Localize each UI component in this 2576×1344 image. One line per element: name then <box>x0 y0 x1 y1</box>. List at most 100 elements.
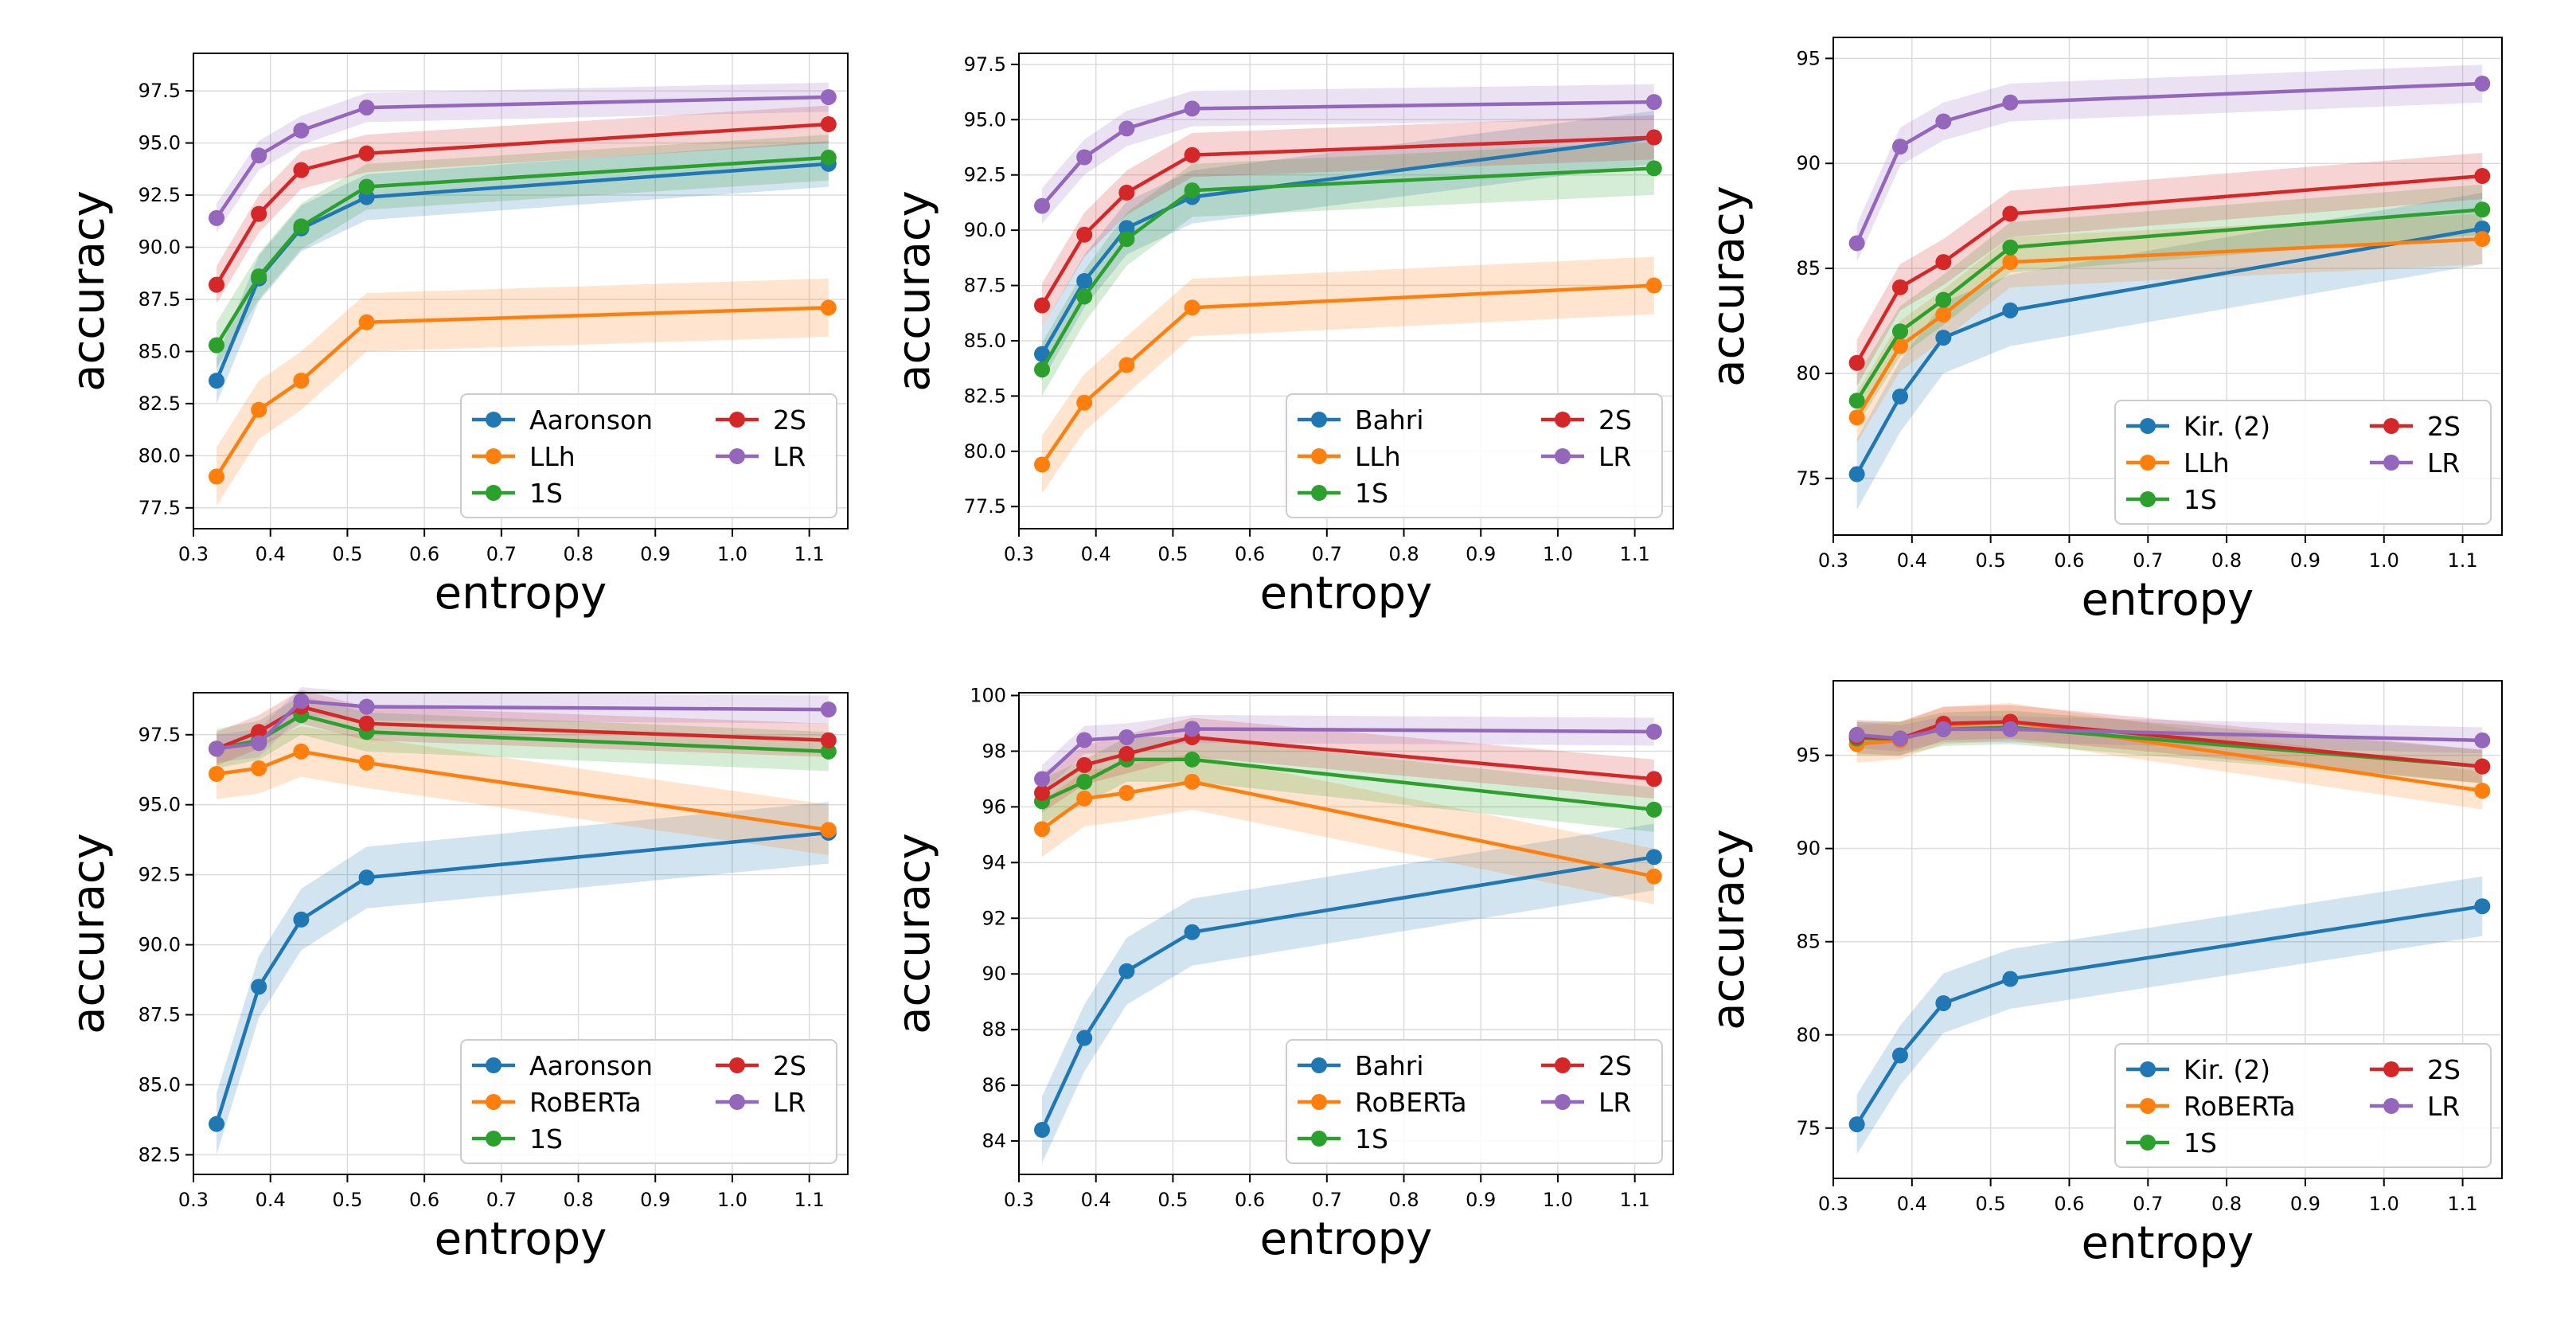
data-point <box>1184 773 1200 790</box>
y-tick-label: 85.0 <box>964 330 1006 352</box>
data-point <box>358 715 375 732</box>
data-point <box>251 205 267 222</box>
legend-marker <box>2383 418 2399 434</box>
x-tick-label: 1.1 <box>794 543 825 565</box>
y-tick-label: 77.5 <box>139 497 181 519</box>
data-point <box>1034 361 1051 378</box>
data-point <box>1034 784 1051 801</box>
x-tick-label: 0.8 <box>2211 549 2242 572</box>
x-tick-label: 0.5 <box>1157 1189 1188 1211</box>
y-tick-label: 87.5 <box>139 288 181 311</box>
data-point <box>251 147 267 164</box>
data-point <box>251 760 267 776</box>
y-tick-label: 84 <box>982 1130 1006 1152</box>
data-point <box>1935 291 1952 308</box>
legend-label: RoBERTa <box>1355 1087 1467 1118</box>
data-point <box>2002 721 2019 737</box>
y-tick-label: 90 <box>982 963 1006 985</box>
y-tick-label: 100 <box>970 684 1006 706</box>
data-point <box>1076 226 1093 243</box>
x-tick-label: 0.7 <box>2133 1193 2163 1215</box>
x-axis-label: entropy <box>2082 1217 2254 1269</box>
x-tick-label: 0.9 <box>640 1189 670 1211</box>
chart-panel-3: 0.3 0.4 0.5 0.6 0.7 0.8 0.9 1.0 1.1 75 80 85 90 95 ent… <box>1703 37 2503 626</box>
data-point <box>1118 745 1135 762</box>
data-point <box>1935 113 1952 130</box>
legend-label: Aaronson <box>529 1050 653 1081</box>
data-point <box>2474 898 2491 915</box>
x-tick-label: 1.0 <box>717 1189 747 1211</box>
data-point <box>1118 231 1135 248</box>
y-tick-label: 85 <box>1796 257 1821 279</box>
y-tick-label: 82.5 <box>139 393 181 415</box>
data-point <box>1118 120 1135 137</box>
data-point <box>1645 94 1662 111</box>
x-tick-label: 1.1 <box>1620 1189 1650 1211</box>
y-tick-label: 75 <box>1796 467 1821 490</box>
confidence-band <box>1042 142 1654 397</box>
legend-marker <box>2140 491 2156 507</box>
data-point <box>251 724 267 740</box>
legend-label: 2S <box>1598 1050 1632 1081</box>
legend-marker <box>2383 1061 2399 1077</box>
x-tick-label: 0.7 <box>486 543 517 565</box>
legend-label: LR <box>773 441 806 472</box>
legend-label: 1S <box>1355 478 1388 509</box>
data-point <box>1118 963 1135 979</box>
y-tick-label: 95 <box>1796 744 1821 767</box>
y-tick-label: 80.0 <box>139 444 181 467</box>
x-tick-label: 0.7 <box>2133 549 2163 572</box>
data-point <box>293 693 310 709</box>
legend-label: 2S <box>1598 404 1632 436</box>
legend-marker <box>486 1094 502 1110</box>
legend-label: LLh <box>529 441 576 472</box>
data-point <box>1076 149 1093 166</box>
legend-label: LR <box>2427 447 2460 479</box>
data-point <box>358 754 375 771</box>
confidence-band <box>217 82 829 233</box>
confidence-band <box>217 278 829 506</box>
legend-marker <box>486 485 502 501</box>
chart-panel-1: 0.3 0.4 0.5 0.6 0.7 0.8 0.9 1.0 1.1 77.5 80.0 82.5 8… <box>63 53 849 619</box>
legend-label: RoBERTa <box>2184 1091 2296 1122</box>
data-point <box>358 314 375 330</box>
legend-marker <box>2383 1098 2399 1114</box>
legend-marker <box>486 448 502 464</box>
data-point <box>358 178 375 195</box>
legend-marker <box>1311 1131 1327 1147</box>
data-point <box>1848 726 1865 743</box>
x-tick-label: 0.6 <box>1235 1189 1265 1211</box>
legend-label: Bahri <box>1355 404 1424 436</box>
data-point <box>251 401 267 418</box>
data-point <box>820 116 837 133</box>
x-tick-label: 0.8 <box>2211 1193 2242 1215</box>
x-tick-label: 0.4 <box>1897 549 1927 572</box>
legend-marker <box>1555 1094 1571 1110</box>
x-tick-label: 0.6 <box>1235 543 1265 565</box>
data-point <box>2474 168 2491 185</box>
y-tick-label: 82.5 <box>139 1143 181 1166</box>
legend-marker <box>1311 412 1327 428</box>
data-point <box>1034 821 1051 838</box>
data-point <box>1645 160 1662 177</box>
legend-label: 2S <box>2427 1054 2461 1085</box>
data-point <box>2002 302 2019 318</box>
x-axis-label: entropy <box>435 568 607 619</box>
chart-panel-4: 0.3 0.4 0.5 0.6 0.7 0.8 0.9 1.0 1.1 82.5 85.0 87.5 9… <box>63 686 849 1265</box>
y-tick-label: 95 <box>1796 47 1821 69</box>
legend-marker <box>1311 448 1327 464</box>
y-tick-label: 87.5 <box>139 1004 181 1026</box>
legend-marker <box>1311 1094 1327 1110</box>
data-point <box>2002 971 2019 987</box>
data-point <box>1848 235 1865 252</box>
data-point <box>1645 849 1662 865</box>
confidence-band <box>1042 256 1654 494</box>
x-tick-label: 0.6 <box>409 1189 439 1211</box>
x-tick-label: 0.9 <box>2290 549 2320 572</box>
y-tick-label: 92.5 <box>139 184 181 206</box>
data-point <box>1184 100 1200 117</box>
y-tick-label: 90 <box>1796 838 1821 860</box>
data-point <box>209 766 225 783</box>
x-tick-label: 1.1 <box>1620 543 1650 565</box>
